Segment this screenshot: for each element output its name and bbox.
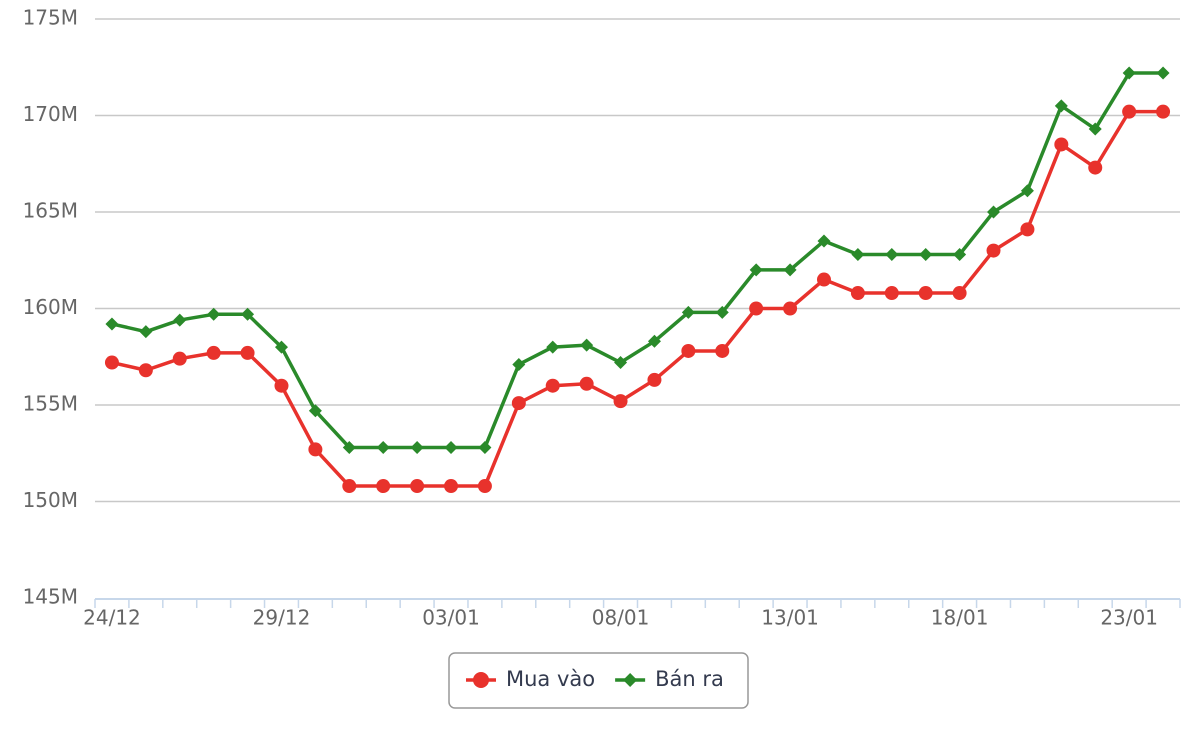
point	[478, 440, 492, 454]
point	[104, 355, 119, 370]
point	[1156, 104, 1171, 119]
point	[851, 247, 865, 261]
point	[207, 307, 221, 321]
point	[1122, 104, 1137, 119]
point	[444, 479, 459, 494]
point	[376, 440, 390, 454]
x-tick-label: 08/01	[592, 606, 650, 630]
point	[952, 286, 967, 301]
point	[477, 479, 492, 494]
legend-marker	[473, 672, 489, 688]
y-tick-label: 175M	[23, 6, 78, 30]
point	[850, 286, 865, 301]
point	[647, 334, 661, 348]
point	[545, 378, 560, 393]
x-tick-label: 03/01	[422, 606, 480, 630]
point	[647, 372, 662, 387]
x-tick-label: 24/12	[83, 606, 141, 630]
y-tick-label: 145M	[23, 585, 78, 609]
point	[1054, 99, 1068, 113]
point	[918, 286, 933, 301]
point	[919, 247, 933, 261]
point	[1054, 137, 1069, 152]
point	[884, 286, 899, 301]
point	[816, 272, 831, 287]
x-tick-label: 29/12	[253, 606, 311, 630]
point	[749, 263, 763, 277]
point	[105, 317, 119, 331]
point	[715, 343, 730, 358]
series-line	[111, 71, 1164, 450]
point	[511, 396, 526, 411]
point	[715, 305, 729, 319]
y-tick-label: 150M	[23, 488, 78, 512]
point	[613, 394, 628, 409]
point	[512, 357, 526, 371]
y-tick-label: 155M	[23, 392, 78, 416]
point	[139, 325, 153, 339]
point	[342, 440, 356, 454]
point	[241, 307, 255, 321]
point	[240, 345, 255, 360]
y-tick-label: 170M	[23, 102, 78, 126]
point	[172, 351, 187, 366]
x-tick-label: 23/01	[1100, 606, 1158, 630]
point	[376, 479, 391, 494]
point	[681, 305, 695, 319]
point	[1088, 160, 1103, 175]
y-tick-label: 165M	[23, 199, 78, 223]
point	[410, 479, 425, 494]
x-tick-label: 18/01	[931, 606, 989, 630]
point	[1088, 122, 1102, 136]
point	[308, 404, 322, 418]
point	[749, 301, 764, 316]
point	[546, 340, 560, 354]
point	[987, 205, 1001, 219]
point	[817, 234, 831, 248]
point	[783, 301, 798, 316]
legend-label: Bán ra	[655, 667, 724, 691]
point	[579, 376, 594, 391]
point	[885, 247, 899, 261]
point	[1020, 222, 1035, 237]
point	[206, 345, 221, 360]
legend-box	[448, 652, 749, 709]
point	[274, 340, 288, 354]
point	[1020, 184, 1034, 198]
point	[274, 378, 289, 393]
point	[1156, 66, 1170, 80]
y-tick-label: 160M	[23, 295, 78, 319]
point	[308, 442, 323, 457]
legend-label: Mua vào	[506, 667, 595, 691]
point	[342, 479, 357, 494]
point	[138, 363, 153, 378]
point	[1122, 66, 1136, 80]
point	[783, 263, 797, 277]
point	[444, 440, 458, 454]
point	[410, 440, 424, 454]
point	[580, 338, 594, 352]
point	[614, 356, 628, 370]
point	[986, 243, 1001, 258]
legend-marker	[623, 673, 638, 687]
series-line	[111, 109, 1164, 488]
point	[173, 313, 187, 327]
point	[953, 247, 967, 261]
point	[681, 343, 696, 358]
x-tick-label: 13/01	[761, 606, 819, 630]
